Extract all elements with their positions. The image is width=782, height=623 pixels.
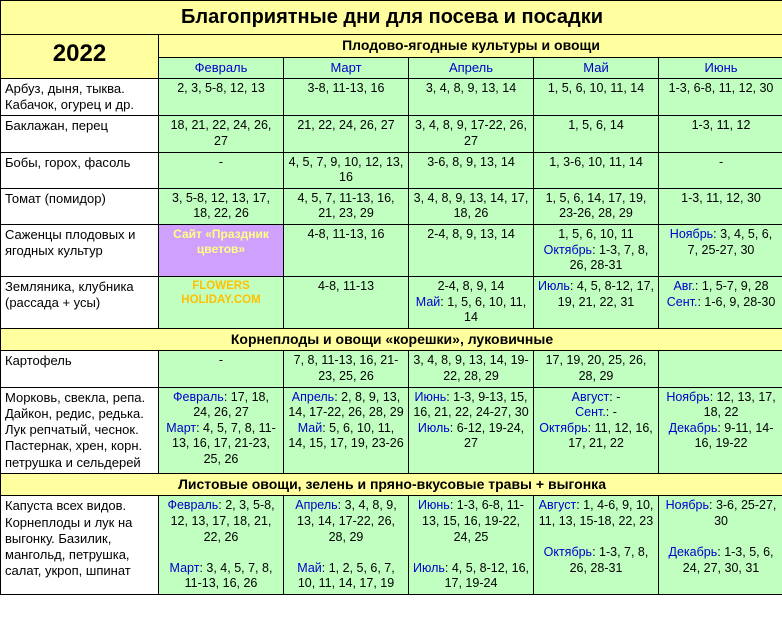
dates-cell: 4, 5, 7, 11-13, 16, 21, 23, 29 bbox=[284, 188, 409, 224]
crop-label: Картофель bbox=[1, 351, 159, 387]
table-row: Баклажан, перец 18, 21, 22, 24, 26, 27 2… bbox=[1, 116, 782, 152]
dates-cell: Апрель: 2, 8, 9, 13, 14, 17-22, 26, 28, … bbox=[284, 387, 409, 473]
dates-cell: 3, 4, 8, 9, 17-22, 26, 27 bbox=[409, 116, 534, 152]
dates-cell: - bbox=[159, 351, 284, 387]
month-header-mar: Март bbox=[284, 57, 409, 78]
dates-cell: Август: 1, 4-6, 9, 10, 11, 13, 15-18, 22… bbox=[534, 496, 659, 595]
crop-label: Бобы, горох, фасоль bbox=[1, 152, 159, 188]
dates-cell: 17, 19, 20, 25, 26, 28, 29 bbox=[534, 351, 659, 387]
dates-cell: - bbox=[159, 152, 284, 188]
dates-cell: 4-8, 11-13, 16 bbox=[284, 225, 409, 277]
dates-cell: Июнь: 1-3, 6-8, 11-13, 15, 16, 19-22, 24… bbox=[409, 496, 534, 595]
section-2-header: Корнеплоды и овощи «корешки», луковичные bbox=[1, 328, 782, 351]
dates-cell: - bbox=[659, 152, 782, 188]
dates-cell: 1, 3-6, 10, 11, 14 bbox=[534, 152, 659, 188]
planting-calendar-table: Благоприятные дни для посева и посадки 2… bbox=[0, 0, 782, 595]
dates-cell: 2, 3, 5-8, 12, 13 bbox=[159, 78, 284, 116]
dates-cell: Февраль: 17, 18, 24, 26, 27 Март: 4, 5, … bbox=[159, 387, 284, 473]
dates-cell: 7, 8, 11-13, 16, 21-23, 25, 26 bbox=[284, 351, 409, 387]
dates-cell: Февраль: 2, 3, 5-8, 12, 13, 17, 18, 21, … bbox=[159, 496, 284, 595]
section-1-header: Плодово-ягодные культуры и овощи bbox=[159, 35, 782, 58]
dates-cell: Авг.: 1, 5-7, 9, 28 Сент.: 1-6, 9, 28-30 bbox=[659, 276, 782, 328]
dates-cell: Апрель: 3, 4, 8, 9, 13, 14, 17-22, 26, 2… bbox=[284, 496, 409, 595]
month-header-may: Май bbox=[534, 57, 659, 78]
table-row: Арбуз, дыня, тыква. Кабачок, огурец и др… bbox=[1, 78, 782, 116]
dates-cell: 1, 5, 6, 10, 11, 14 bbox=[534, 78, 659, 116]
dates-cell bbox=[659, 351, 782, 387]
dates-cell: 3-6, 8, 9, 13, 14 bbox=[409, 152, 534, 188]
watermark-cell: Сайт «Праздник цветов» bbox=[159, 225, 284, 277]
dates-cell: 21, 22, 24, 26, 27 bbox=[284, 116, 409, 152]
crop-label: Саженцы плодовых и ягодных культур bbox=[1, 225, 159, 277]
dates-cell: Июнь: 1-3, 9-13, 15, 16, 21, 22, 24-27, … bbox=[409, 387, 534, 473]
dates-cell: Июль: 4, 5, 8-12, 17, 19, 21, 22, 31 bbox=[534, 276, 659, 328]
dates-cell: 3-8, 11-13, 16 bbox=[284, 78, 409, 116]
dates-cell: 3, 4, 8, 9, 13, 14, 19-22, 28, 29 bbox=[409, 351, 534, 387]
crop-label: Арбуз, дыня, тыква. Кабачок, огурец и др… bbox=[1, 78, 159, 116]
dates-cell: 1, 5, 6, 10, 11 Октябрь: 1-3, 7, 8, 26, … bbox=[534, 225, 659, 277]
dates-cell: 2-4, 8, 9, 14 Май: 1, 5, 6, 10, 11, 14 bbox=[409, 276, 534, 328]
table-row: Томат (помидор) 3, 5-8, 12, 13, 17, 18, … bbox=[1, 188, 782, 224]
crop-label: Томат (помидор) bbox=[1, 188, 159, 224]
dates-cell: 1-3, 11, 12 bbox=[659, 116, 782, 152]
main-title: Благоприятные дни для посева и посадки bbox=[1, 1, 782, 35]
dates-cell: Август: - Сент.: - Октябрь: 11, 12, 16, … bbox=[534, 387, 659, 473]
crop-label: Земляника, клубника (рассада + усы) bbox=[1, 276, 159, 328]
table-row: Картофель - 7, 8, 11-13, 16, 21-23, 25, … bbox=[1, 351, 782, 387]
table-row: Бобы, горох, фасоль - 4, 5, 7, 9, 10, 12… bbox=[1, 152, 782, 188]
dates-cell: Ноябрь: 3, 4, 5, 6, 7, 25-27, 30 bbox=[659, 225, 782, 277]
dates-cell: 1, 5, 6, 14 bbox=[534, 116, 659, 152]
month-header-apr: Апрель bbox=[409, 57, 534, 78]
dates-cell: Ноябрь: 3-6, 25-27, 30 Декабрь: 1-3, 5, … bbox=[659, 496, 782, 595]
dates-cell: Ноябрь: 12, 13, 17, 18, 22 Декабрь: 9-11… bbox=[659, 387, 782, 473]
crop-label: Баклажан, перец bbox=[1, 116, 159, 152]
dates-cell: 3, 4, 8, 9, 13, 14 bbox=[409, 78, 534, 116]
table-row: Земляника, клубника (рассада + усы) FLOW… bbox=[1, 276, 782, 328]
dates-cell: 3, 5-8, 12, 13, 17, 18, 22, 26 bbox=[159, 188, 284, 224]
section-3-header: Листовые овощи, зелень и пряно-вкусовые … bbox=[1, 473, 782, 496]
watermark-cell: FLOWERS HOLIDAY.COM bbox=[159, 276, 284, 328]
dates-cell: 2-4, 8, 9, 13, 14 bbox=[409, 225, 534, 277]
dates-cell: 1, 5, 6, 14, 17, 19, 23-26, 28, 29 bbox=[534, 188, 659, 224]
table-row: Морковь, свекла, репа. Дайкон, редис, ре… bbox=[1, 387, 782, 473]
dates-cell: 1-3, 11, 12, 30 bbox=[659, 188, 782, 224]
dates-cell: 4-8, 11-13 bbox=[284, 276, 409, 328]
dates-cell: 4, 5, 7, 9, 10, 12, 13, 16 bbox=[284, 152, 409, 188]
crop-label: Капуста всех видов. Корнеплоды и лук на … bbox=[1, 496, 159, 595]
crop-label: Морковь, свекла, репа. Дайкон, редис, ре… bbox=[1, 387, 159, 473]
month-header-feb: Февраль bbox=[159, 57, 284, 78]
dates-cell: 1-3, 6-8, 11, 12, 30 bbox=[659, 78, 782, 116]
table-row: Саженцы плодовых и ягодных культур Сайт … bbox=[1, 225, 782, 277]
dates-cell: 3, 4, 8, 9, 13, 14, 17, 18, 26 bbox=[409, 188, 534, 224]
month-header-jun: Июнь bbox=[659, 57, 782, 78]
dates-cell: 18, 21, 22, 24, 26, 27 bbox=[159, 116, 284, 152]
table-row: Капуста всех видов. Корнеплоды и лук на … bbox=[1, 496, 782, 595]
year-cell: 2022 bbox=[1, 35, 159, 79]
